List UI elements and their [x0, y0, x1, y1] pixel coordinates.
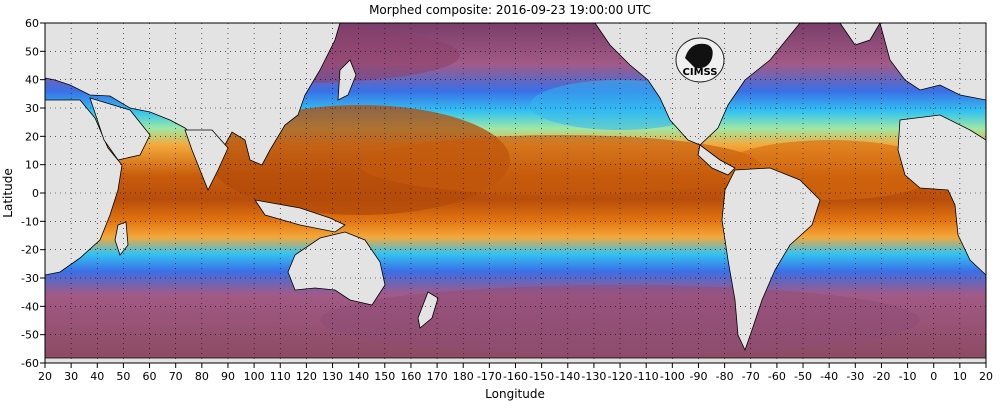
landmass-europe-west — [879, 23, 986, 101]
tropical-moisture-band — [360, 135, 760, 195]
x-tick-label: 50 — [116, 370, 130, 383]
x-tick-label: -40 — [820, 370, 838, 383]
y-tick-label: 60 — [25, 17, 39, 30]
x-tick-label: 20 — [979, 370, 993, 383]
x-tick-label: 40 — [90, 370, 104, 383]
map-title: Morphed composite: 2016-09-23 19:00:00 U… — [369, 3, 651, 17]
x-tick-label: -120 — [608, 370, 633, 383]
x-tick-label: -20 — [872, 370, 890, 383]
y-tick-label: 10 — [25, 159, 39, 172]
x-tick-label: 0 — [930, 370, 937, 383]
x-tick-label: 170 — [427, 370, 448, 383]
landmass-madagascar — [114, 221, 129, 256]
y-tick-label: -30 — [21, 272, 39, 285]
x-tick-label: 10 — [953, 370, 967, 383]
y-tick-label: -50 — [21, 329, 39, 342]
y-tick-label: -60 — [21, 357, 39, 370]
x-tick-label: 120 — [296, 370, 317, 383]
x-tick-label: -160 — [503, 370, 528, 383]
y-tick-label: 30 — [25, 102, 39, 115]
y-tick-label: 50 — [25, 45, 39, 58]
dry-region — [320, 285, 920, 355]
landmass-central-america — [697, 144, 736, 176]
x-tick-label: -30 — [846, 370, 864, 383]
x-tick-label: 130 — [322, 370, 343, 383]
x-axis-label: Longitude — [485, 387, 545, 401]
landmass-africa-west — [897, 114, 986, 276]
x-tick-label: 80 — [195, 370, 209, 383]
landmass-greenland — [839, 23, 881, 46]
y-tick-label: -10 — [21, 215, 39, 228]
x-tick-label: -150 — [529, 370, 554, 383]
x-tick-label: -110 — [634, 370, 659, 383]
x-tick-label: 20 — [38, 370, 52, 383]
x-tick-label: -10 — [899, 370, 917, 383]
landmass-south-america — [721, 167, 821, 352]
y-tick-label: 20 — [25, 130, 39, 143]
x-tick-label: 150 — [374, 370, 395, 383]
y-axis: 60 50 40 30 20 10 0 -10 -20 -30 -40 -50 -60 — [21, 17, 45, 370]
x-tick-label: 70 — [169, 370, 183, 383]
y-axis-label: Latitude — [1, 168, 15, 217]
x-tick-label: 90 — [221, 370, 235, 383]
x-tick-label: 60 — [143, 370, 157, 383]
landmass-india — [184, 129, 229, 191]
landmass-africa — [45, 99, 123, 276]
x-tick-label: -70 — [742, 370, 760, 383]
x-tick-label: -170 — [477, 370, 502, 383]
cimss-logo: CIMSS — [675, 37, 725, 83]
x-tick-label: 160 — [400, 370, 421, 383]
x-tick-label: -90 — [689, 370, 707, 383]
landmass-arabia — [89, 97, 151, 161]
y-tick-label: 0 — [32, 187, 39, 200]
x-axis: 20 30 40 50 60 70 80 90 100 110 120 130 140 150 160 170… — [38, 363, 993, 383]
x-tick-label: -100 — [660, 370, 685, 383]
x-tick-label: 110 — [270, 370, 291, 383]
landmass-australia — [287, 231, 386, 306]
graticule — [45, 23, 986, 363]
x-tick-label: -140 — [555, 370, 580, 383]
x-tick-label: -130 — [581, 370, 606, 383]
x-tick-label: 30 — [64, 370, 78, 383]
x-tick-label: -60 — [768, 370, 786, 383]
y-tick-label: -20 — [21, 244, 39, 257]
x-tick-label: 180 — [453, 370, 474, 383]
y-tick-label: 40 — [25, 74, 39, 87]
landmass-new-zealand — [417, 291, 439, 329]
y-tick-label: -40 — [21, 300, 39, 313]
landmass-indonesia — [254, 199, 346, 233]
landmass-japan — [337, 59, 357, 101]
x-tick-label: -50 — [794, 370, 812, 383]
svg-text:CIMSS: CIMSS — [683, 67, 718, 78]
x-tick-label: 140 — [348, 370, 369, 383]
x-tick-label: 100 — [244, 370, 265, 383]
x-tick-label: -80 — [716, 370, 734, 383]
